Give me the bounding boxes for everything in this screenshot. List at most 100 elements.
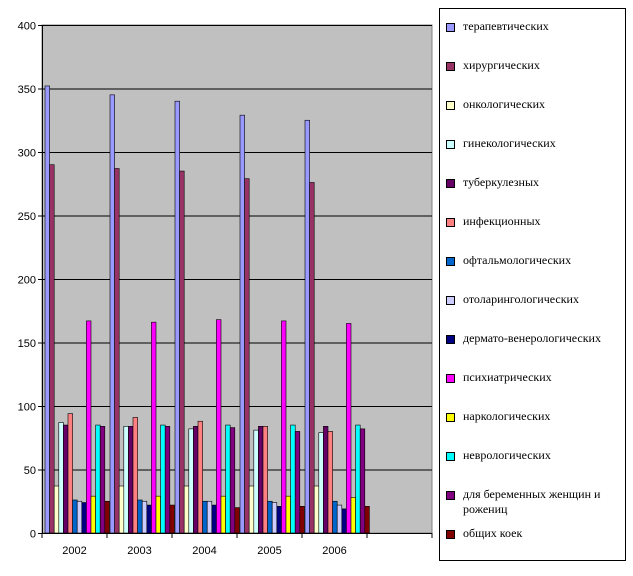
x-tick-label: 2006	[322, 545, 346, 557]
y-tick-label: 200	[18, 275, 36, 287]
bar	[137, 499, 143, 534]
legend-label: отоларингологических	[463, 292, 579, 306]
legend-item: офтальмологических	[446, 253, 621, 268]
y-tick-label: 100	[18, 402, 36, 414]
bar	[318, 432, 324, 534]
bar	[76, 500, 83, 534]
x-tick-label: 2004	[192, 545, 216, 557]
bar	[179, 170, 185, 534]
legend-swatch	[446, 530, 455, 539]
bar	[225, 424, 231, 534]
legend-swatch	[446, 23, 455, 32]
legend-item: для беременных женщин и рожениц	[446, 487, 621, 517]
legend-item: туберкулезных	[446, 175, 621, 190]
bar	[202, 500, 208, 534]
bar	[132, 417, 138, 534]
legend-label: хирургических	[463, 58, 540, 72]
legend-label: офтальмологических	[463, 253, 572, 267]
bar	[336, 504, 343, 534]
legend-swatch	[446, 62, 455, 71]
bar	[364, 506, 370, 534]
legend-label: туберкулезных	[463, 175, 540, 189]
bar	[174, 100, 180, 534]
bar	[63, 424, 69, 534]
y-tick-label: 50	[24, 465, 36, 477]
legend-item: терапевтических	[446, 19, 621, 34]
bar	[151, 321, 157, 534]
x-tick-label: 2003	[127, 545, 151, 557]
legend-item: онкологических	[446, 97, 621, 112]
bar	[234, 507, 240, 534]
legend-item: неврологических	[446, 448, 621, 463]
x-tick-label: 2002	[62, 545, 86, 557]
y-tick-label: 300	[18, 148, 36, 160]
legend-swatch	[446, 218, 455, 227]
legend-label: терапевтических	[463, 19, 549, 33]
legend-swatch	[446, 257, 455, 266]
bar	[81, 502, 87, 534]
bar	[109, 94, 115, 534]
bar	[285, 495, 291, 534]
bar	[276, 506, 282, 534]
bar	[294, 431, 301, 534]
bar	[67, 413, 73, 534]
legend-item: психиатрических	[446, 370, 621, 385]
bar	[244, 178, 250, 534]
bar	[239, 114, 245, 534]
legend-item: дермато-венерологических	[446, 331, 621, 346]
bar	[262, 426, 268, 534]
legend-label: онкологических	[463, 97, 546, 111]
bar	[128, 426, 134, 534]
bar	[141, 500, 148, 534]
legend-item: гинекологических	[446, 136, 621, 151]
legend-label: инфекционных	[463, 214, 541, 228]
bar	[281, 320, 287, 534]
legend-item: общих коек	[446, 526, 621, 541]
bar	[216, 319, 222, 534]
bar	[72, 499, 78, 534]
bar	[164, 426, 171, 534]
bar	[258, 426, 264, 534]
bar	[95, 424, 101, 534]
bar	[44, 85, 50, 534]
bar	[155, 495, 161, 534]
bar	[355, 424, 361, 534]
x-tick-label: 2005	[257, 545, 281, 557]
bar	[206, 500, 213, 534]
bar	[193, 426, 199, 534]
bar	[49, 164, 55, 534]
bar	[160, 424, 166, 534]
legend-label: общих коек	[463, 526, 523, 540]
bar	[90, 495, 96, 534]
bar	[271, 502, 278, 534]
bar	[327, 431, 333, 534]
bar	[299, 506, 305, 534]
legend-swatch	[446, 101, 455, 110]
bar	[114, 168, 120, 534]
legend-label: для беременных женщин и рожениц	[463, 487, 601, 516]
legend-label: гинекологических	[463, 136, 556, 150]
bar	[183, 485, 190, 534]
legend-swatch	[446, 452, 455, 461]
y-tick-label: 250	[18, 211, 36, 223]
bar	[359, 428, 366, 534]
legend-swatch	[446, 179, 455, 188]
bar	[229, 427, 236, 534]
bar	[290, 424, 296, 534]
bar	[220, 495, 226, 534]
bar	[169, 504, 175, 534]
bar	[253, 429, 259, 534]
bar	[188, 428, 194, 534]
y-tick-label: 0	[30, 529, 36, 541]
legend-item: отоларингологических	[446, 292, 621, 307]
legend-label: психиатрических	[463, 370, 552, 384]
bar	[197, 420, 203, 534]
legend-item: наркологических	[446, 409, 621, 424]
bar	[58, 422, 64, 534]
bar	[350, 497, 356, 534]
legend-item: хирургических	[446, 58, 621, 73]
bar	[86, 320, 92, 534]
y-tick-label: 400	[18, 21, 36, 33]
bar	[104, 500, 110, 534]
